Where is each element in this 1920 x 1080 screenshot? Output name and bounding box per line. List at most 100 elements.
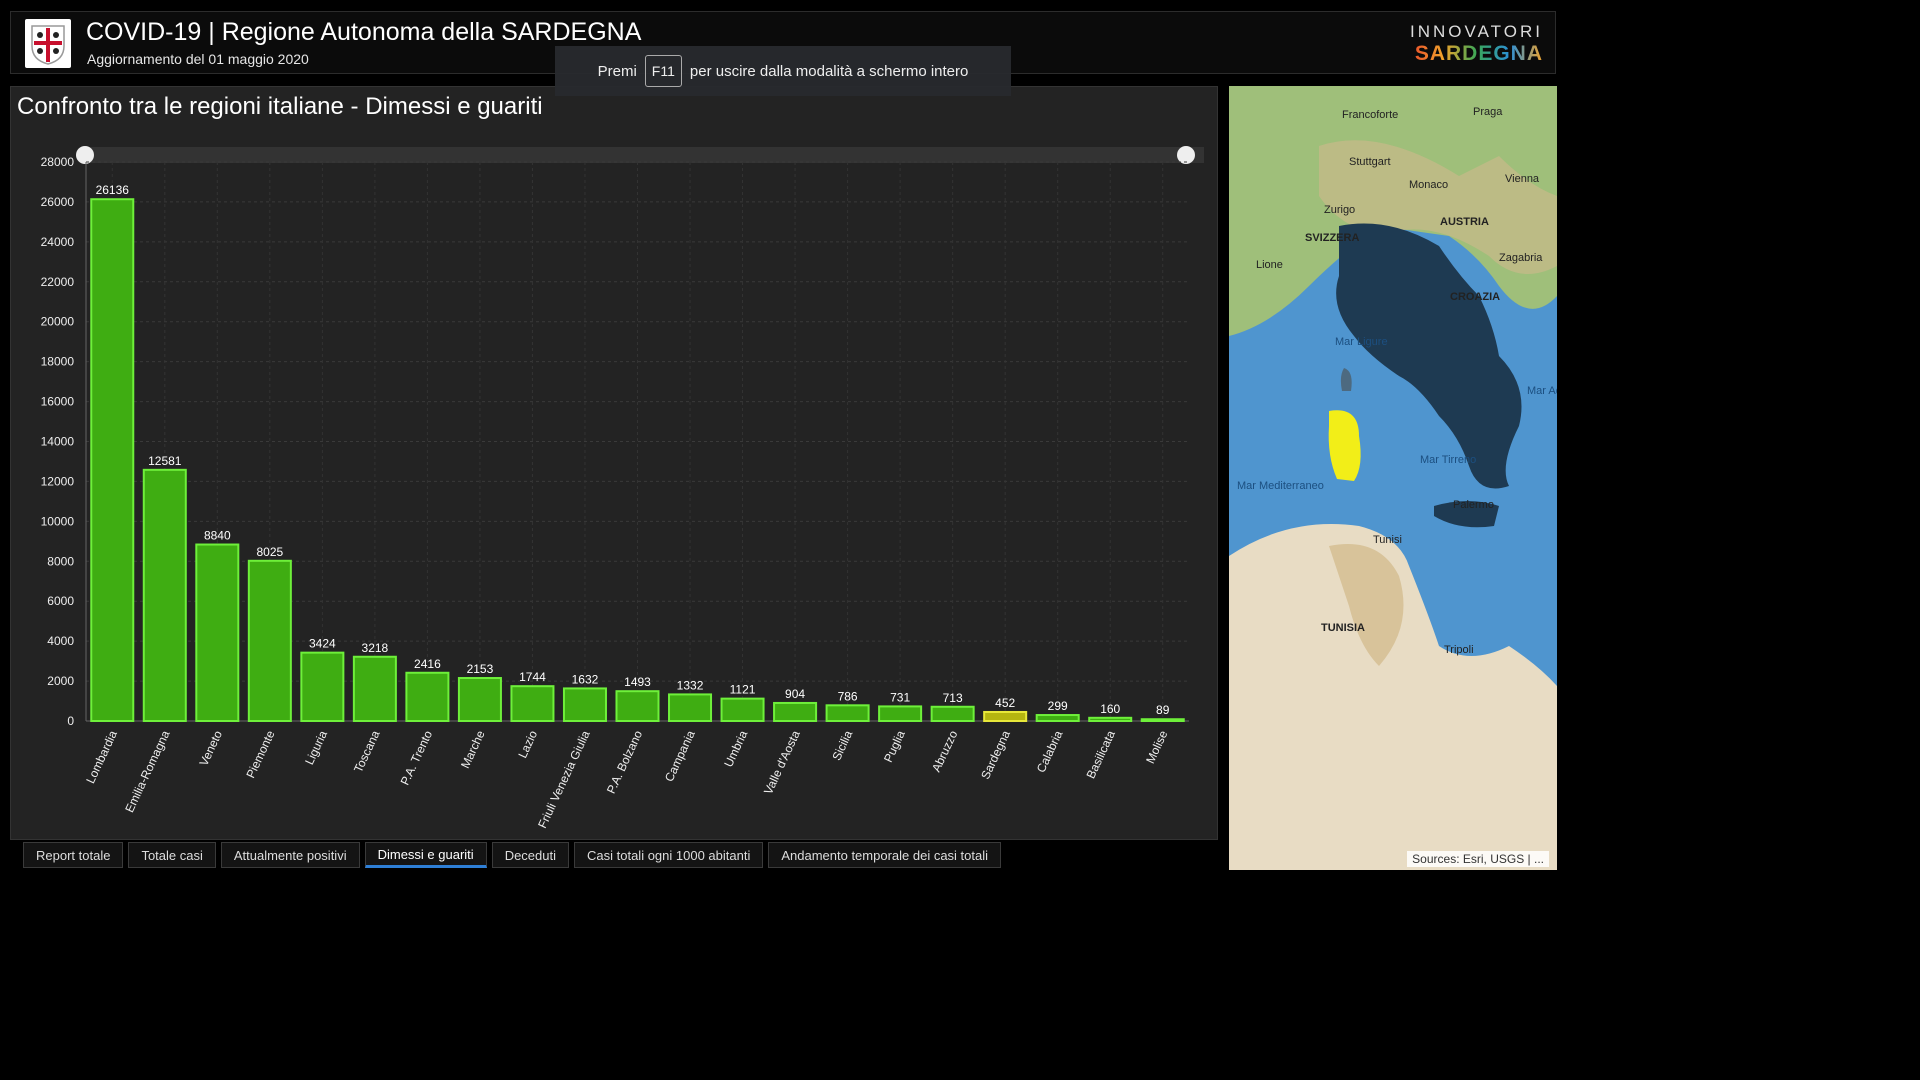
- map-label-praga: Praga: [1473, 106, 1503, 118]
- x-tick-label: Liguria: [302, 728, 330, 767]
- tab-totale-casi[interactable]: Totale casi: [128, 842, 216, 868]
- tab-report-totale[interactable]: Report totale: [23, 842, 124, 868]
- y-tick-label: 0: [67, 714, 74, 728]
- x-tick-label: P.A. Trento: [398, 728, 436, 787]
- bar-chart: 0 2000 4000 6000 8000 10000 12000 14000 16000 180…: [41, 146, 1204, 830]
- bar-molise: [1140, 718, 1185, 723]
- chart-zoom-handle-left: [76, 146, 94, 164]
- bar-marche: [457, 677, 502, 723]
- bar-abruzzo: [930, 705, 975, 722]
- bar-value-label: 1744: [519, 670, 546, 684]
- y-tick-label: 24000: [41, 235, 75, 249]
- x-tick-label: Lombardia: [83, 728, 120, 786]
- map-label-mar-mediterraneo: Mar Mediterraneo: [1237, 480, 1324, 492]
- bar-value-label: 452: [995, 696, 1015, 710]
- bar-value-label: 904: [785, 687, 805, 701]
- bar-value-label: 12581: [148, 454, 182, 468]
- tab-deceduti[interactable]: Deceduti: [491, 842, 569, 868]
- x-tick-label: Sicilia: [829, 728, 855, 763]
- x-tick-label: Friuli Venezia Giulia: [535, 728, 593, 830]
- bar-value-label: 299: [1048, 699, 1068, 713]
- bar-p-a-trento: [405, 671, 450, 723]
- map-label-monaco: Monaco: [1409, 179, 1449, 191]
- bar-value-label: 2153: [467, 662, 494, 676]
- y-tick-label: 4000: [47, 634, 74, 648]
- x-tick-label: Sardegna: [978, 728, 1013, 781]
- brand-bottom-text: SARDEGNA: [1410, 42, 1543, 66]
- bar-campania: [668, 693, 713, 723]
- y-tick-label: 14000: [41, 435, 75, 449]
- bar-piemonte: [247, 559, 292, 723]
- y-tick-label: 26000: [41, 195, 75, 209]
- map-label-mar-tirreno: Mar Tirreno: [1420, 454, 1477, 466]
- x-tick-label: Piemonte: [243, 728, 277, 780]
- innovatori-sardegna-logo: INNOVATORI SARDEGNA: [1410, 22, 1543, 66]
- y-tick-label: 28000: [41, 155, 75, 169]
- map-label-palermo: Palermo: [1453, 499, 1494, 511]
- map-label-tripoli: Tripoli: [1444, 644, 1474, 656]
- bar-value-label: 1332: [677, 678, 704, 692]
- bar-value-label: 2416: [414, 657, 441, 671]
- bar-liguria: [300, 651, 345, 722]
- bar-value-label: 3424: [309, 637, 336, 651]
- app-title: COVID-19 | Regione Autonoma della SARDEG…: [86, 18, 642, 46]
- chart-panel: Confronto tra le regioni italiane - Dime…: [10, 86, 1218, 840]
- bar-value-label: 160: [1100, 702, 1120, 716]
- last-update-date: Aggiornamento del 01 maggio 2020: [87, 51, 309, 67]
- tab-dimessi-e-guariti[interactable]: Dimessi e guariti: [364, 842, 487, 868]
- fullscreen-hint-suffix: per uscire dalla modalità a schermo inte…: [689, 62, 969, 80]
- x-tick-label: Puglia: [881, 728, 908, 764]
- map-label-zagabria: Zagabria: [1499, 252, 1543, 264]
- bar-emilia-romagna: [142, 468, 187, 722]
- y-tick-label: 20000: [41, 315, 75, 329]
- bar-lazio: [510, 685, 555, 723]
- x-tick-label: Calabria: [1034, 728, 1066, 775]
- chart-zoom-track: [86, 147, 1204, 163]
- bar-calabria: [1035, 714, 1080, 723]
- map-view[interactable]: Sources: Esri, USGS | ... Francoforte Pra…: [1229, 86, 1557, 870]
- bar-umbria: [720, 697, 765, 723]
- f11-key-badge: F11: [644, 55, 682, 87]
- map-label-vienna: Vienna: [1505, 173, 1540, 185]
- map-label-francoforte: Francoforte: [1342, 109, 1399, 121]
- map-label-austria: AUSTRIA: [1440, 216, 1489, 228]
- bar-value-label: 1121: [730, 683, 756, 697]
- fullscreen-hint-prefix: Premi: [597, 62, 637, 80]
- bar-value-label: 8025: [256, 545, 283, 559]
- bar-value-label: 26136: [96, 183, 130, 197]
- map-label-tunisi: Tunisi: [1373, 534, 1402, 546]
- map-label-croazia: CROAZIA: [1450, 291, 1501, 303]
- chart-zoom-handle-right: [1177, 146, 1195, 164]
- bar-lombardia: [90, 198, 135, 722]
- bar-basilicata: [1088, 716, 1133, 723]
- map-label-svizzera: SVIZZERA: [1305, 232, 1360, 244]
- y-tick-label: 6000: [47, 594, 74, 608]
- tab-attualmente-positivi[interactable]: Attualmente positivi: [220, 842, 360, 868]
- tab-casi-totali-ogni-1000-abitanti[interactable]: Casi totali ogni 1000 abitanti: [574, 842, 764, 868]
- x-tick-label: Molise: [1143, 728, 1170, 766]
- x-tick-label: Umbria: [721, 728, 750, 769]
- bar-value-label: 1632: [572, 672, 599, 686]
- x-tick-label: Toscana: [351, 728, 383, 775]
- y-tick-label: 18000: [41, 355, 75, 369]
- map-label-stuttgart: Stuttgart: [1349, 156, 1391, 168]
- x-tick-label: Marche: [458, 728, 488, 770]
- y-tick-label: 10000: [41, 514, 75, 528]
- x-tick-label: Campania: [662, 728, 698, 784]
- sardinia-coat-of-arms-logo: [25, 19, 71, 68]
- bar-veneto: [195, 543, 240, 722]
- map-attribution: Sources: Esri, USGS | ...: [1407, 851, 1549, 867]
- bar-value-label: 713: [943, 691, 963, 705]
- y-tick-label: 22000: [41, 275, 75, 289]
- bar-p-a-bolzano: [615, 690, 660, 722]
- dashboard-tab-bar: Report totale Totale casi Attualmente posi…: [23, 842, 1002, 870]
- y-tick-label: 2000: [47, 674, 74, 688]
- map-label-mar-ligure: Mar Ligure: [1335, 336, 1388, 348]
- bar-value-label: 731: [890, 690, 910, 704]
- x-tick-label: Abruzzo: [929, 728, 960, 774]
- bar-toscana: [352, 655, 397, 723]
- tab-andamento-temporale-dei-casi-totali[interactable]: Andamento temporale dei casi totali: [768, 842, 1002, 868]
- map-label-lione: Lione: [1256, 259, 1283, 271]
- x-tick-label: Basilicata: [1084, 728, 1119, 781]
- y-tick-label: 8000: [47, 554, 74, 568]
